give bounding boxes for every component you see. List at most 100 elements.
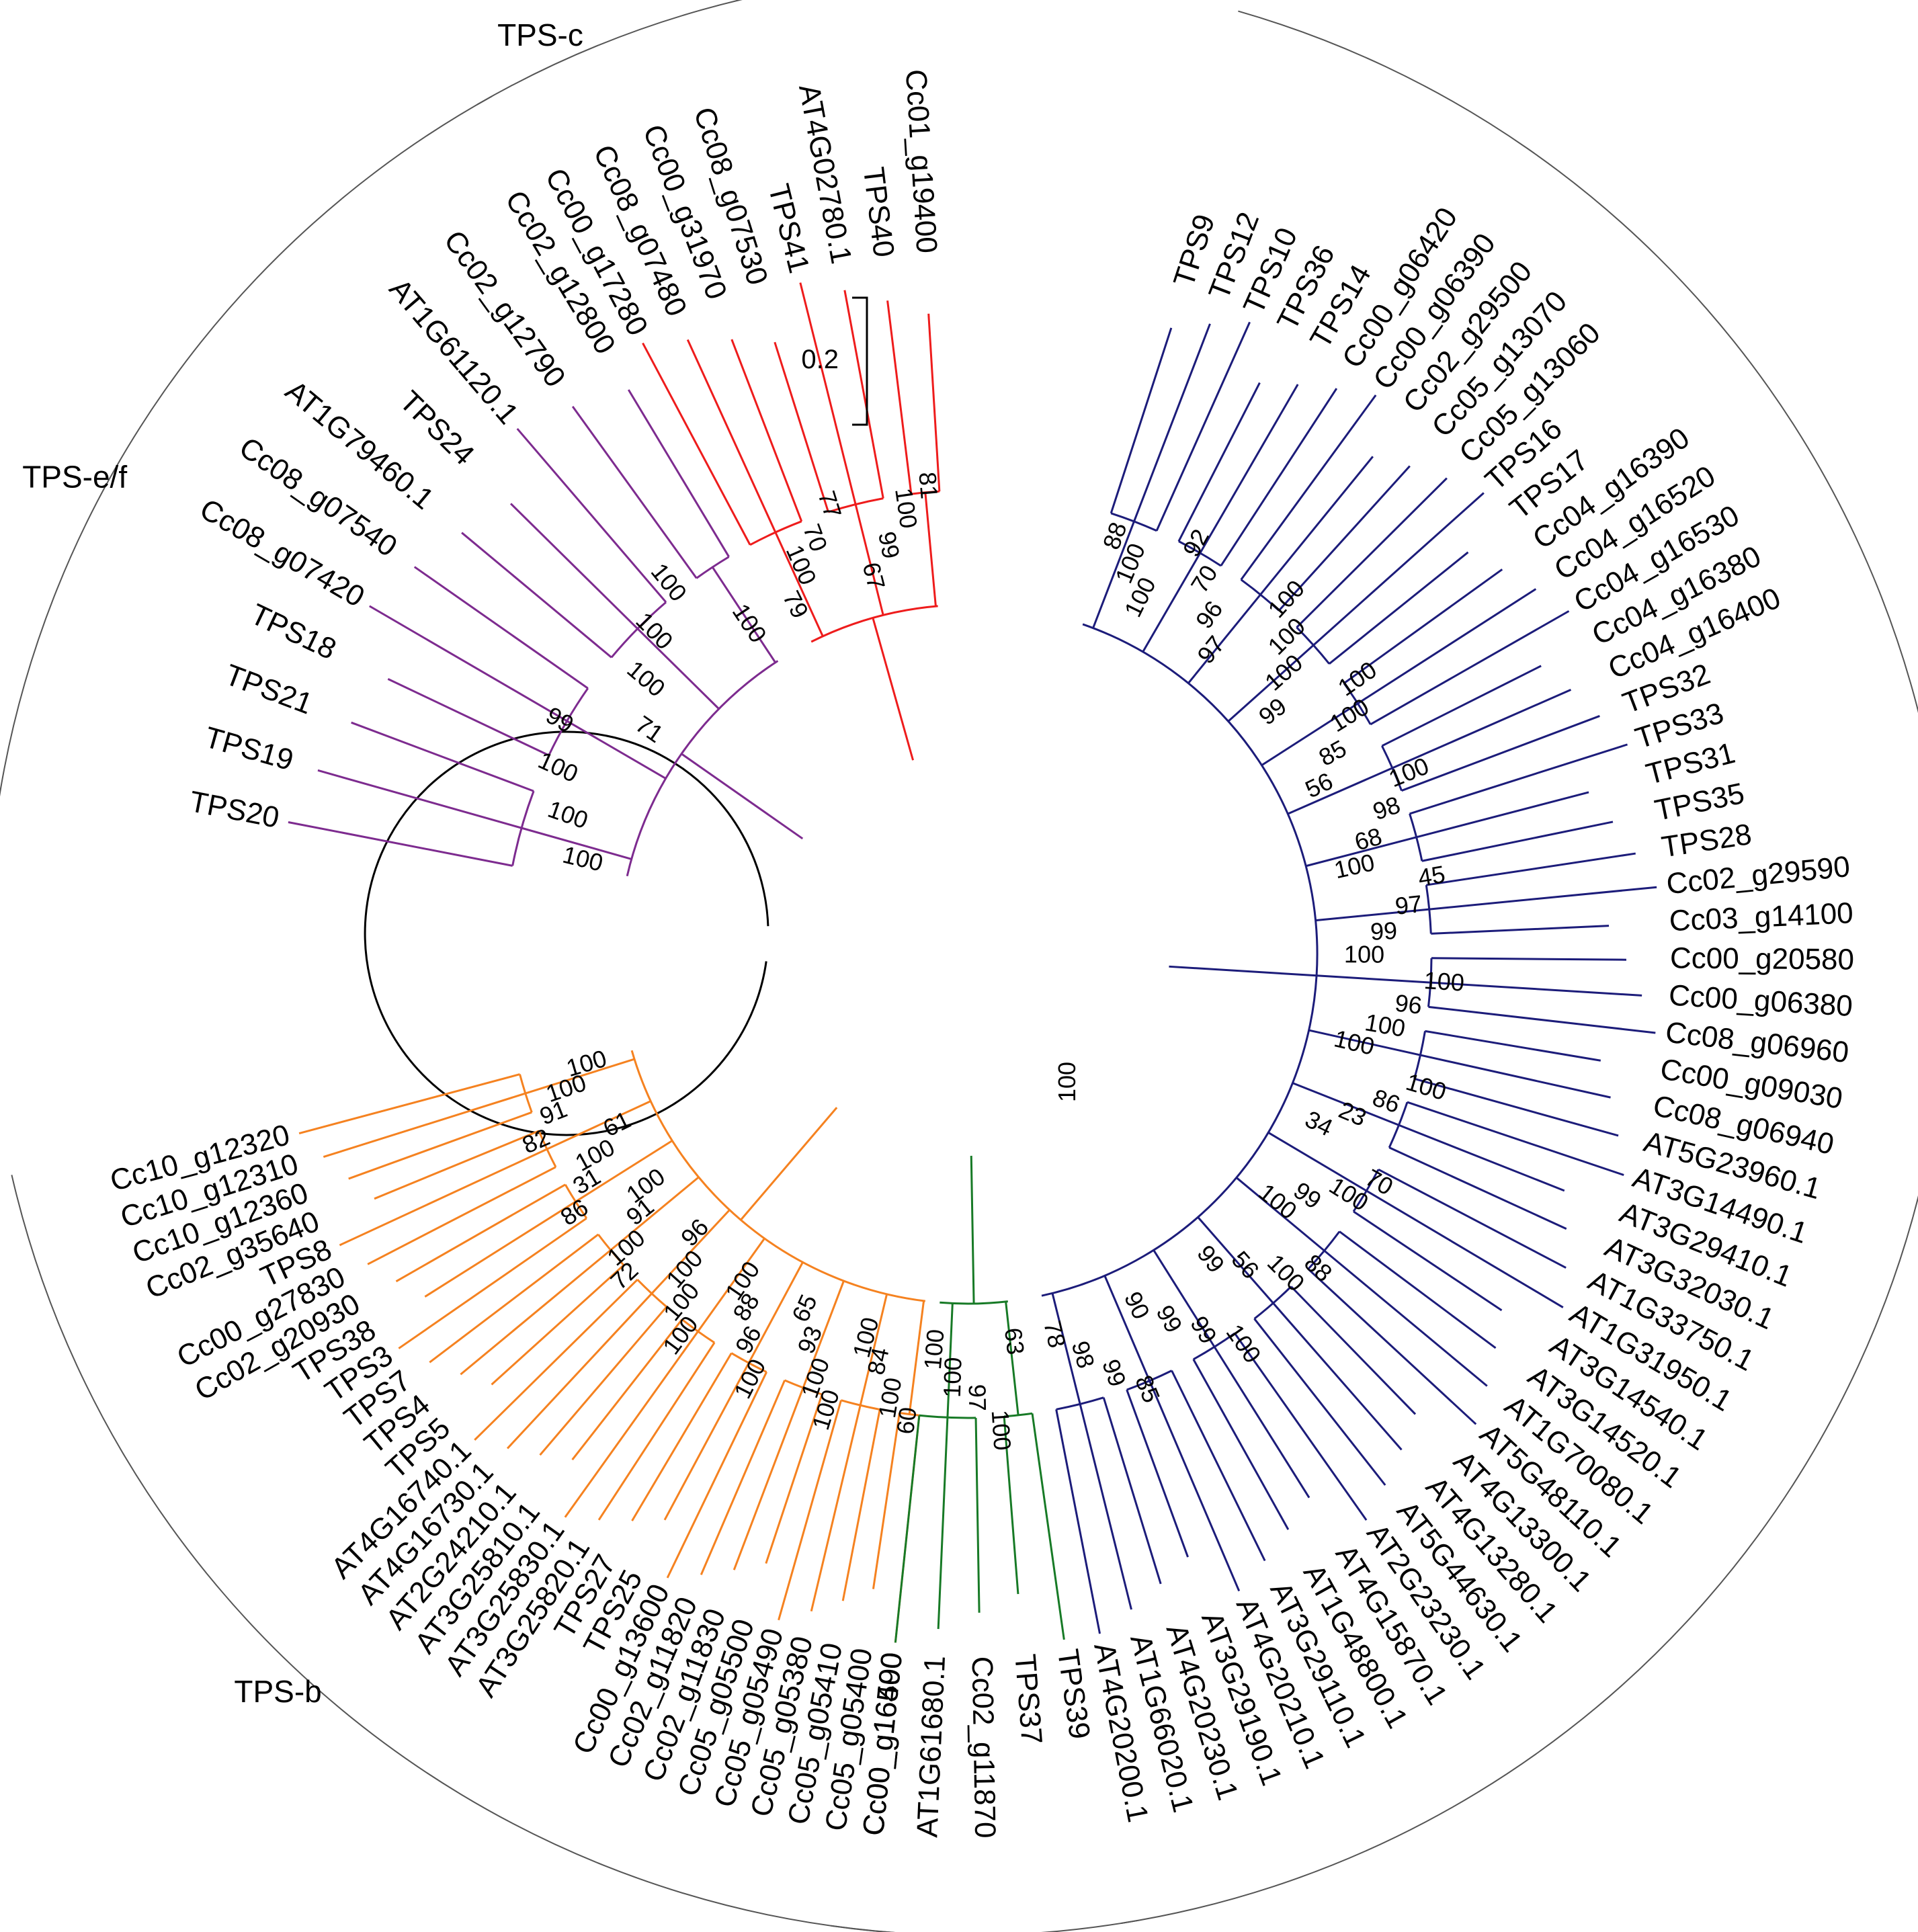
- leaf-branch: [1416, 791, 1589, 839]
- bootstrap-value: 100: [727, 599, 772, 648]
- internal-branch: [1287, 767, 1393, 815]
- internal-branch: [854, 504, 884, 616]
- internal-branch: [1315, 908, 1429, 922]
- leaf-branch: [1357, 588, 1537, 705]
- leaf-branch: [663, 1362, 750, 1521]
- bootstrap-value: 97: [1192, 630, 1230, 669]
- clade-connector: [1041, 623, 1319, 1297]
- leaf-branch: [1234, 1333, 1368, 1521]
- internal-connector: [610, 601, 667, 659]
- internal-branch: [697, 1238, 765, 1333]
- leaf-branch: [1339, 1230, 1497, 1349]
- leaf-labels: Cc00_g17280Cc08_g07480Cc00_g31970Cc08_g0…: [107, 69, 1854, 1839]
- leaf-branch: [571, 1318, 683, 1461]
- leaf-branch: [429, 1233, 599, 1363]
- leaf-label: Cc01_g19400: [899, 69, 944, 254]
- leaf-label: TPS28: [1659, 818, 1753, 864]
- leaf-branch: [642, 342, 751, 546]
- bootstrap-value: 92: [1177, 524, 1214, 561]
- internal-branch: [1305, 836, 1417, 868]
- bootstrap-value: 63: [999, 1327, 1030, 1356]
- leaf-branch: [1149, 1380, 1241, 1592]
- internal-branch: [1227, 644, 1315, 722]
- bootstrap-value: 70: [1185, 560, 1223, 598]
- internal-branch: [521, 827, 632, 860]
- internal-branch: [747, 1261, 804, 1363]
- leaf-branch: [627, 389, 730, 558]
- leaf-branch: [733, 1387, 804, 1570]
- leaf-branch: [1259, 456, 1374, 595]
- leaf-branch: [367, 1166, 556, 1265]
- internal-branch: [908, 1300, 925, 1415]
- leaf-branch: [1381, 665, 1542, 747]
- leaf-branch: [1323, 1249, 1488, 1387]
- internal-branch: [610, 1176, 700, 1251]
- bootstrap-value: 97: [1394, 890, 1423, 920]
- bootstrap-value: 100: [938, 1357, 967, 1398]
- leaf-branch: [1253, 1318, 1386, 1486]
- internal-branch: [924, 492, 937, 607]
- leaf-branch: [1192, 1359, 1290, 1530]
- bootstrap-value: 96: [675, 1213, 714, 1251]
- bootstrap-value: 100: [919, 1328, 950, 1370]
- leaf-branch: [778, 1400, 842, 1621]
- internal-branch: [566, 720, 667, 780]
- internal-connector: [1253, 1286, 1292, 1320]
- internal-branch: [1092, 521, 1135, 629]
- leaf-branch: [1392, 689, 1572, 769]
- leaf-branch: [1420, 1054, 1611, 1099]
- internal-connector: [1352, 1169, 1380, 1212]
- backbone-arc: [364, 730, 769, 1136]
- leaf-branch: [894, 1415, 921, 1643]
- leaf-branch: [1126, 1389, 1189, 1558]
- leaf-branch: [339, 1148, 548, 1247]
- leaf-branch: [387, 678, 550, 757]
- bootstrap-value: 60: [891, 1406, 922, 1436]
- leaf-branch: [1343, 569, 1503, 684]
- leaf-label: TPS39: [1051, 1647, 1096, 1741]
- bootstrap-value: 81: [913, 471, 943, 500]
- leaf-branch: [631, 1352, 733, 1521]
- bootstrap-value: 100: [622, 655, 670, 702]
- leaf-branch: [1429, 886, 1657, 911]
- internal-connector: [1381, 745, 1403, 792]
- internal-branch: [636, 628, 720, 710]
- clade-label: TPS-c: [497, 17, 583, 52]
- bootstrap-value: 100: [657, 1310, 704, 1359]
- bootstrap-value: 100: [1262, 1249, 1310, 1297]
- bootstrap-value: 100: [1403, 1068, 1450, 1105]
- bootstrap-value: 99: [1253, 692, 1292, 730]
- leaf-branch: [1431, 925, 1610, 935]
- leaf-branch: [1426, 852, 1636, 886]
- clade-stem: [1169, 965, 1317, 977]
- leaf-branch: [1290, 1286, 1417, 1415]
- leaf-branch: [413, 566, 589, 689]
- leaf-branch: [886, 300, 913, 495]
- leaf-branch: [1421, 821, 1614, 862]
- bootstrap-value: 96: [1190, 595, 1228, 633]
- bootstrap-value: 72: [605, 1257, 643, 1295]
- leaf-branch: [369, 605, 568, 722]
- leaf-branch: [686, 339, 777, 533]
- bootstrap-value: 100: [544, 795, 591, 834]
- bootstrap-value: 84: [862, 1345, 894, 1378]
- bootstrap-value: 65: [786, 1290, 823, 1326]
- leaf-branch: [1307, 1268, 1477, 1425]
- leaf-branch: [424, 1200, 577, 1298]
- leaf-branch: [1407, 1101, 1624, 1176]
- leaf-branch: [317, 769, 522, 829]
- leaf-branch: [474, 1279, 638, 1441]
- leaf-branch: [1428, 1005, 1656, 1034]
- bootstrap-value: 56: [1226, 1246, 1265, 1284]
- leaf-label: Cc02_g11870: [966, 1656, 1002, 1839]
- clade-connector: [626, 660, 779, 877]
- bootstrap-value: 56: [1301, 767, 1337, 803]
- internal-branch: [1103, 1275, 1151, 1382]
- internal-branch: [525, 1058, 635, 1095]
- clade-connector: [810, 605, 938, 643]
- leaf-branch: [1409, 743, 1628, 815]
- leaf-branch: [506, 1292, 653, 1450]
- leaf-branch: [395, 1183, 566, 1283]
